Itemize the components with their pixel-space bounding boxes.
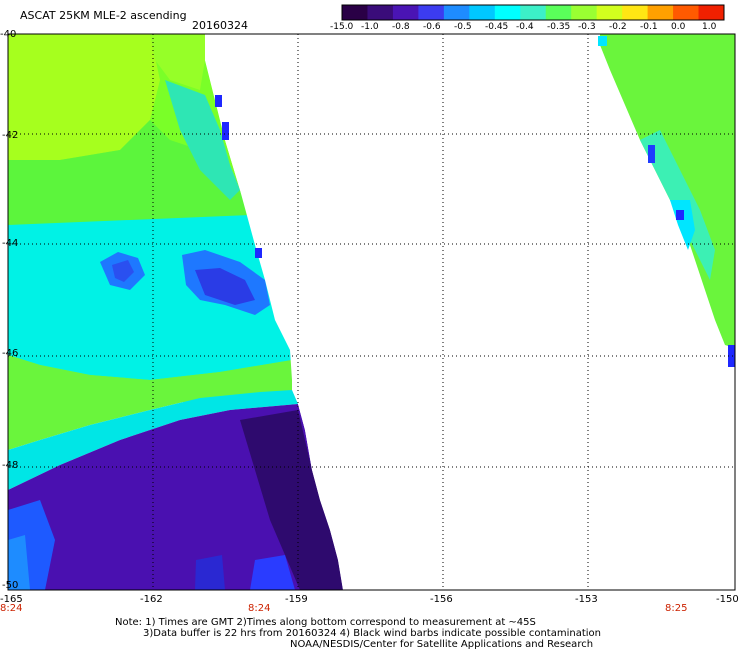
colorbar-label: -15.0 <box>330 22 354 32</box>
colorbar-swatch <box>622 5 649 20</box>
note-line-1: Note: 1) Times are GMT 2)Times along bot… <box>115 617 536 628</box>
time-label: 8:24 <box>0 603 23 614</box>
colorbar-swatch <box>571 5 598 20</box>
colorbar-swatch <box>673 5 700 20</box>
colorbar-swatch <box>698 5 725 20</box>
lon-label: -162 <box>140 594 163 605</box>
colorbar-swatch <box>545 5 572 20</box>
left-swath <box>8 34 740 590</box>
colorbar-label: -0.4 <box>516 22 534 32</box>
lon-label: -159 <box>285 594 308 605</box>
colorbar-frame <box>341 4 725 21</box>
map-date: 20160324 <box>192 19 248 32</box>
lat-label: -44 <box>2 238 19 249</box>
time-label: 8:24 <box>248 603 271 614</box>
plot-frame <box>7 33 736 591</box>
colorbar-swatch <box>392 5 419 20</box>
time-label: 8:25 <box>665 603 688 614</box>
colorbar-swatch <box>647 5 674 20</box>
colorbar-label: 0.0 <box>671 22 686 32</box>
lon-label: -150 <box>716 594 739 605</box>
colorbar-swatch <box>367 5 394 20</box>
lon-label: -153 <box>575 594 598 605</box>
colorbar-label: -0.2 <box>609 22 627 32</box>
colorbar-swatch <box>469 5 496 20</box>
colorbar-swatch <box>494 5 521 20</box>
colorbar-swatch <box>596 5 623 20</box>
colorbar-label: -0.6 <box>423 22 441 32</box>
colorbar-swatch <box>520 5 547 20</box>
lon-label: -165 <box>0 594 23 605</box>
colorbar-swatch <box>443 5 470 20</box>
lat-label: -40 <box>0 29 17 40</box>
right-swath <box>598 34 735 367</box>
note-line-2: 3)Data buffer is 22 hrs from 20160324 4)… <box>143 628 601 639</box>
note-line-3: NOAA/NESDIS/Center for Satellite Applica… <box>290 639 594 650</box>
colorbar-label: -0.35 <box>547 22 571 32</box>
colorbar-label: -0.3 <box>578 22 596 32</box>
colorbar-label: -0.5 <box>454 22 472 32</box>
map-title: ASCAT 25KM MLE-2 ascending <box>20 9 187 22</box>
lat-label: -48 <box>2 460 19 471</box>
lat-label: -42 <box>2 130 19 141</box>
lat-label: -50 <box>2 580 19 591</box>
colorbar-label: -0.1 <box>640 22 658 32</box>
colorbar-label: -1.0 <box>361 22 379 32</box>
colorbar-label: 1.0 <box>702 22 717 32</box>
map-grid <box>8 34 735 590</box>
colorbar-label: -0.45 <box>485 22 509 32</box>
colorbar <box>341 4 725 21</box>
colorbar-swatch <box>342 5 368 20</box>
lat-label: -46 <box>2 348 19 359</box>
lon-label: -156 <box>430 594 453 605</box>
colorbar-label: -0.8 <box>392 22 410 32</box>
colorbar-swatch <box>418 5 445 20</box>
